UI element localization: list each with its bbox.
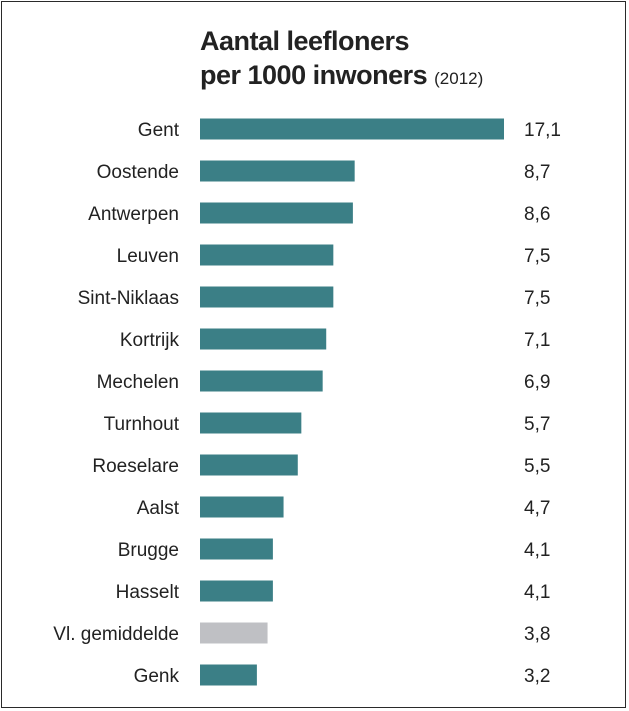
bar	[200, 412, 302, 434]
bar	[200, 622, 268, 644]
value-label: 8,7	[524, 162, 550, 183]
category-label: Gent	[138, 120, 180, 141]
category-label: Aalst	[137, 498, 180, 519]
bar	[200, 328, 327, 350]
category-label: Hasselt	[116, 582, 180, 603]
value-label: 5,7	[524, 414, 550, 435]
value-label: 7,5	[524, 288, 550, 309]
bar	[200, 118, 504, 140]
bar	[200, 580, 273, 602]
value-label: 8,6	[524, 204, 550, 225]
category-label: Genk	[134, 666, 180, 687]
category-label: Mechelen	[97, 372, 179, 393]
title-line-2: per 1000 inwoners (2012)	[200, 58, 483, 96]
category-label: Turnhout	[104, 414, 180, 435]
value-label: 7,5	[524, 246, 550, 267]
value-label: 3,2	[524, 666, 550, 687]
chart-subtitle: (2012)	[434, 69, 484, 88]
category-label: Roeselare	[92, 456, 179, 477]
value-label: 7,1	[524, 330, 550, 351]
category-label: Leuven	[117, 246, 179, 267]
category-label: Kortrijk	[120, 330, 180, 351]
title-line-2-text: per 1000 inwoners	[200, 60, 428, 90]
bar	[200, 244, 334, 266]
category-label: Vl. gemiddelde	[53, 624, 179, 645]
bar	[200, 370, 323, 392]
category-label: Oostende	[97, 162, 179, 183]
bar	[200, 160, 355, 182]
title-line-1: Aantal leefloners	[200, 26, 410, 56]
bar	[200, 202, 353, 224]
bar	[200, 664, 257, 686]
category-label: Brugge	[118, 540, 179, 561]
value-label: 6,9	[524, 372, 550, 393]
category-label: Antwerpen	[88, 204, 179, 225]
value-label: 17,1	[524, 120, 561, 141]
bar	[200, 454, 298, 476]
chart-title: Aantal leefloners per 1000 inwoners (201…	[200, 24, 483, 96]
value-label: 3,8	[524, 624, 550, 645]
value-label: 4,1	[524, 582, 550, 603]
bar	[200, 496, 284, 518]
value-label: 4,7	[524, 498, 550, 519]
value-label: 4,1	[524, 540, 550, 561]
bar	[200, 538, 273, 560]
value-label: 5,5	[524, 456, 550, 477]
category-label: Sint-Niklaas	[78, 288, 179, 309]
bar	[200, 286, 334, 308]
